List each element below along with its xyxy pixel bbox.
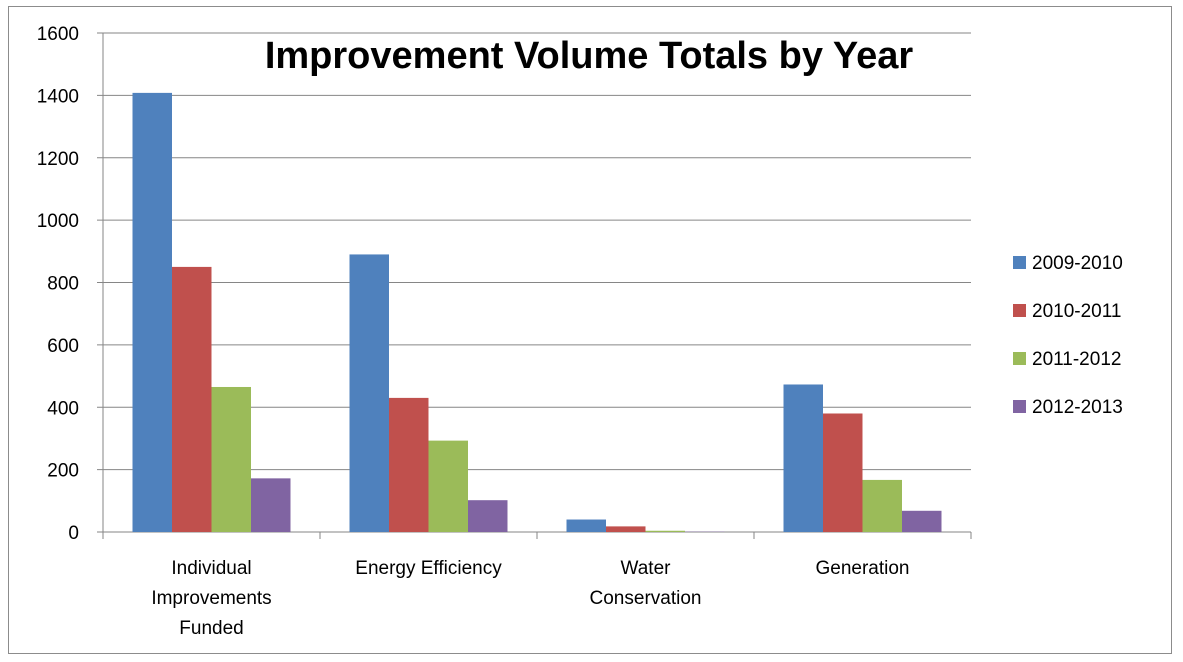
bar bbox=[862, 479, 902, 532]
bar bbox=[566, 519, 606, 532]
y-tick-label: 1000 bbox=[37, 211, 79, 232]
y-tick-label: 1200 bbox=[37, 149, 79, 170]
bar bbox=[783, 384, 823, 532]
legend-label: 2011-2012 bbox=[1032, 349, 1121, 370]
y-tick-label: 0 bbox=[68, 523, 79, 544]
bars bbox=[132, 92, 942, 532]
bar bbox=[606, 526, 646, 532]
legend-swatch bbox=[1013, 304, 1026, 317]
bar bbox=[428, 440, 468, 532]
y-tick-label: 1400 bbox=[37, 86, 79, 107]
bar bbox=[902, 510, 942, 532]
bar bbox=[251, 478, 291, 532]
bar bbox=[172, 266, 212, 532]
y-tick-label: 1600 bbox=[37, 24, 79, 45]
bar bbox=[211, 386, 251, 532]
chart-title: Improvement Volume Totals by Year bbox=[265, 35, 914, 77]
legend-label: 2010-2011 bbox=[1032, 301, 1121, 322]
x-category-label: Individual Improvements Funded bbox=[151, 558, 271, 639]
x-category-label: Water Conservation bbox=[590, 558, 702, 609]
y-tick-label: 600 bbox=[47, 336, 79, 357]
legend-swatch bbox=[1013, 400, 1026, 413]
legend-swatch bbox=[1013, 352, 1026, 365]
bar bbox=[132, 92, 172, 532]
legend-label: 2009-2010 bbox=[1032, 253, 1123, 274]
bar bbox=[468, 500, 508, 532]
legend: 2009-2010 2010-2011 2011-2012 2012-2013 bbox=[1013, 253, 1123, 418]
bar bbox=[349, 254, 389, 532]
legend-label: 2012-2013 bbox=[1032, 397, 1123, 418]
y-tick-label: 200 bbox=[47, 461, 79, 482]
bar bbox=[823, 413, 863, 532]
x-category-label: Generation bbox=[815, 558, 909, 579]
axis-labels: 0 200 400 600 800 1000 1200 1400 1600 Individual I… bbox=[37, 24, 910, 639]
bar bbox=[645, 530, 685, 532]
y-tick-label: 800 bbox=[47, 274, 79, 295]
legend-swatch bbox=[1013, 256, 1026, 269]
y-tick-label: 400 bbox=[47, 398, 79, 419]
bar bbox=[389, 397, 429, 532]
x-category-label: Energy Efficiency bbox=[355, 558, 502, 579]
